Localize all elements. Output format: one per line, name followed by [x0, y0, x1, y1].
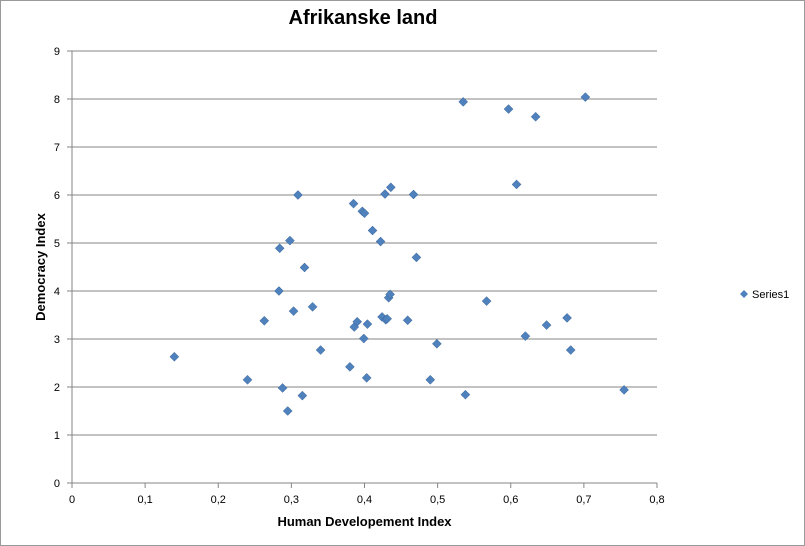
data-point — [432, 338, 442, 349]
data-point — [169, 351, 180, 362]
data-point — [297, 390, 308, 401]
y-tick-label: 5 — [54, 238, 60, 250]
y-tick-label: 6 — [54, 190, 60, 202]
data-point — [285, 235, 295, 246]
x-tick-label: 0,7 — [576, 494, 591, 506]
legend-marker — [740, 290, 748, 298]
data-point — [242, 374, 253, 385]
x-axis-title: Human Developement Index — [277, 514, 452, 529]
data-point — [315, 345, 326, 355]
data-point — [274, 286, 284, 296]
data-point — [425, 374, 436, 385]
data-point — [411, 252, 422, 263]
data-point — [385, 182, 396, 193]
y-tick-label: 9 — [54, 46, 60, 58]
data-point — [380, 189, 390, 199]
gridlines — [72, 50, 657, 436]
x-tick-label: 0,3 — [284, 494, 299, 506]
y-tick-label: 7 — [54, 142, 60, 154]
data-point — [375, 236, 386, 247]
data-point — [402, 315, 413, 326]
data-point — [277, 383, 288, 393]
data-point — [299, 262, 310, 273]
data-points — [169, 92, 629, 416]
data-point — [348, 198, 359, 209]
x-tick-labels: 0 0,1 0,2 0,3 0,4 0,5 0,6 0,7 0,8 — [69, 483, 665, 506]
x-tick-label: 0,1 — [137, 494, 152, 506]
data-point — [530, 111, 541, 122]
y-tick-labels: 0 1 2 3 4 5 6 7 8 9 — [54, 46, 72, 490]
data-point — [541, 320, 552, 330]
data-point — [282, 406, 293, 416]
axes — [71, 51, 657, 484]
legend: Series1 — [740, 289, 789, 301]
x-tick-label: 0,4 — [357, 494, 372, 506]
data-point — [458, 97, 469, 107]
data-point — [385, 289, 395, 300]
y-tick-label: 4 — [54, 286, 60, 298]
data-point — [367, 225, 378, 236]
data-point — [259, 315, 270, 326]
data-point — [481, 296, 492, 306]
data-point — [382, 313, 393, 324]
data-point — [520, 331, 531, 341]
data-point — [288, 306, 299, 317]
y-tick-label: 2 — [54, 382, 60, 394]
data-point — [562, 313, 572, 323]
x-tick-label: 0,2 — [211, 494, 226, 506]
data-point — [293, 190, 303, 200]
data-point — [565, 345, 576, 355]
data-point — [307, 301, 318, 312]
data-point — [358, 333, 369, 344]
chart-title: Afrikanske land — [288, 7, 438, 29]
x-tick-label: 0,8 — [649, 494, 664, 506]
data-point — [503, 104, 514, 114]
data-point — [511, 179, 522, 190]
data-point — [352, 316, 363, 327]
data-point — [361, 373, 372, 383]
x-tick-label: 0 — [69, 494, 75, 506]
y-tick-label: 0 — [54, 478, 60, 490]
data-point — [619, 385, 629, 395]
data-point — [408, 189, 419, 200]
data-point — [274, 243, 285, 254]
y-tick-label: 1 — [54, 430, 60, 442]
x-tick-label: 0,6 — [503, 494, 518, 506]
y-tick-label: 3 — [54, 334, 60, 346]
y-axis-title: Democracy Index — [33, 212, 48, 320]
data-point — [345, 361, 355, 372]
data-point — [359, 208, 370, 219]
data-point — [362, 319, 373, 329]
y-tick-label: 8 — [54, 94, 60, 106]
x-tick-label: 0,5 — [430, 494, 445, 506]
data-point — [460, 389, 471, 400]
legend-label: Series1 — [752, 289, 789, 301]
data-point — [580, 92, 591, 102]
